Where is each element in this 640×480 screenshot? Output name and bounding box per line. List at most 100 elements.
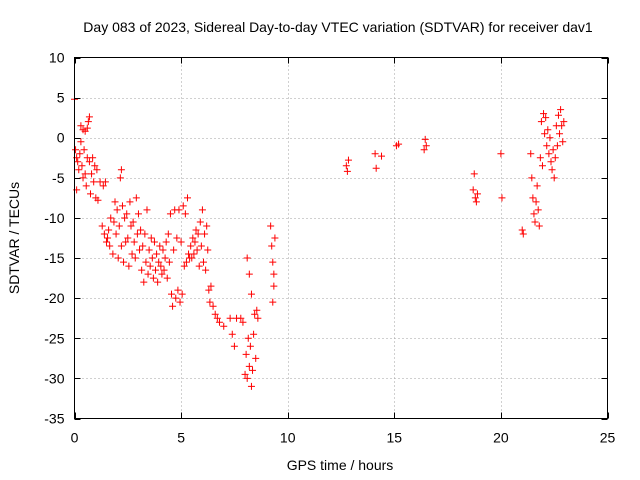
data-point bbox=[533, 182, 541, 190]
data-point bbox=[527, 150, 535, 158]
data-point bbox=[254, 314, 262, 322]
data-point bbox=[538, 162, 546, 170]
data-point bbox=[544, 126, 552, 134]
data-point bbox=[174, 286, 182, 294]
x-tick-label: 20 bbox=[493, 430, 509, 446]
data-point bbox=[237, 314, 245, 322]
data-point bbox=[159, 246, 167, 254]
data-point bbox=[245, 362, 253, 370]
x-tick-label: 25 bbox=[600, 430, 616, 446]
data-point bbox=[207, 282, 215, 290]
data-point bbox=[170, 246, 178, 254]
data-point bbox=[131, 254, 139, 262]
data-point bbox=[100, 230, 108, 238]
data-point bbox=[553, 142, 561, 150]
data-point bbox=[147, 234, 155, 242]
data-point bbox=[158, 270, 166, 278]
data-point bbox=[178, 290, 186, 298]
data-point bbox=[189, 234, 197, 242]
y-tick-label: -30 bbox=[44, 370, 64, 386]
data-point bbox=[420, 146, 428, 154]
data-point bbox=[153, 250, 161, 258]
data-point bbox=[84, 118, 92, 126]
data-point bbox=[146, 262, 154, 270]
data-point bbox=[550, 174, 558, 182]
data-point bbox=[199, 258, 207, 266]
data-point bbox=[246, 342, 254, 350]
data-point bbox=[536, 154, 544, 162]
data-point bbox=[247, 382, 255, 390]
data-point bbox=[74, 158, 82, 166]
data-point bbox=[109, 250, 117, 258]
data-point bbox=[226, 314, 234, 322]
y-tick-label: 0 bbox=[57, 130, 65, 146]
data-point bbox=[182, 258, 190, 266]
data-points bbox=[71, 95, 568, 390]
data-point bbox=[127, 222, 135, 230]
data-point bbox=[116, 174, 124, 182]
data-point bbox=[242, 350, 250, 358]
data-point bbox=[161, 254, 169, 262]
data-point bbox=[497, 150, 505, 158]
y-tick-label: -5 bbox=[52, 170, 65, 186]
data-point bbox=[342, 162, 350, 170]
data-point bbox=[80, 146, 88, 154]
data-point bbox=[101, 178, 109, 186]
data-point bbox=[75, 166, 83, 174]
data-point bbox=[175, 206, 183, 214]
x-axis-ticks: 0 5 10 15 20 25 bbox=[71, 57, 616, 446]
data-point bbox=[134, 210, 142, 218]
data-point bbox=[187, 242, 195, 250]
data-point bbox=[141, 230, 149, 238]
data-point bbox=[195, 262, 203, 270]
data-point bbox=[253, 306, 261, 314]
data-point bbox=[537, 118, 545, 126]
data-point bbox=[112, 230, 120, 238]
x-tick-label: 15 bbox=[387, 430, 403, 446]
data-point bbox=[470, 170, 478, 178]
y-axis-ticks: 10 5 0 -5 -10 -15 -20 -25 -30 -35 bbox=[44, 50, 608, 427]
data-point bbox=[519, 230, 527, 238]
data-point bbox=[270, 270, 278, 278]
data-point bbox=[269, 298, 277, 306]
data-point bbox=[549, 146, 557, 154]
data-point bbox=[85, 158, 93, 166]
data-point bbox=[243, 374, 251, 382]
data-point bbox=[557, 106, 565, 114]
data-point bbox=[118, 202, 126, 210]
data-point bbox=[86, 190, 94, 198]
data-point bbox=[107, 214, 115, 222]
y-tick-label: 10 bbox=[49, 50, 65, 66]
data-point bbox=[473, 190, 481, 198]
data-point bbox=[247, 290, 255, 298]
data-point bbox=[152, 266, 160, 274]
data-point bbox=[165, 258, 173, 266]
data-point bbox=[548, 166, 556, 174]
data-point bbox=[241, 370, 249, 378]
x-tick-label: 5 bbox=[177, 430, 185, 446]
data-point bbox=[192, 226, 200, 234]
data-point bbox=[270, 282, 278, 290]
data-point bbox=[518, 226, 526, 234]
data-point bbox=[542, 114, 550, 122]
data-point bbox=[176, 298, 184, 306]
data-point bbox=[143, 206, 151, 214]
data-point bbox=[395, 140, 403, 148]
data-point bbox=[79, 174, 87, 182]
data-point bbox=[193, 246, 201, 254]
data-point bbox=[83, 124, 91, 132]
data-point bbox=[144, 270, 152, 278]
data-point bbox=[267, 222, 275, 230]
data-point bbox=[129, 218, 137, 226]
data-point bbox=[203, 222, 211, 230]
data-point bbox=[81, 170, 89, 178]
data-point bbox=[197, 242, 205, 250]
data-point bbox=[271, 234, 279, 242]
data-point bbox=[117, 166, 125, 174]
data-point bbox=[145, 246, 153, 254]
y-tick-label: -25 bbox=[44, 330, 64, 346]
data-point bbox=[245, 270, 253, 278]
data-point bbox=[142, 258, 150, 266]
data-point bbox=[472, 198, 480, 206]
